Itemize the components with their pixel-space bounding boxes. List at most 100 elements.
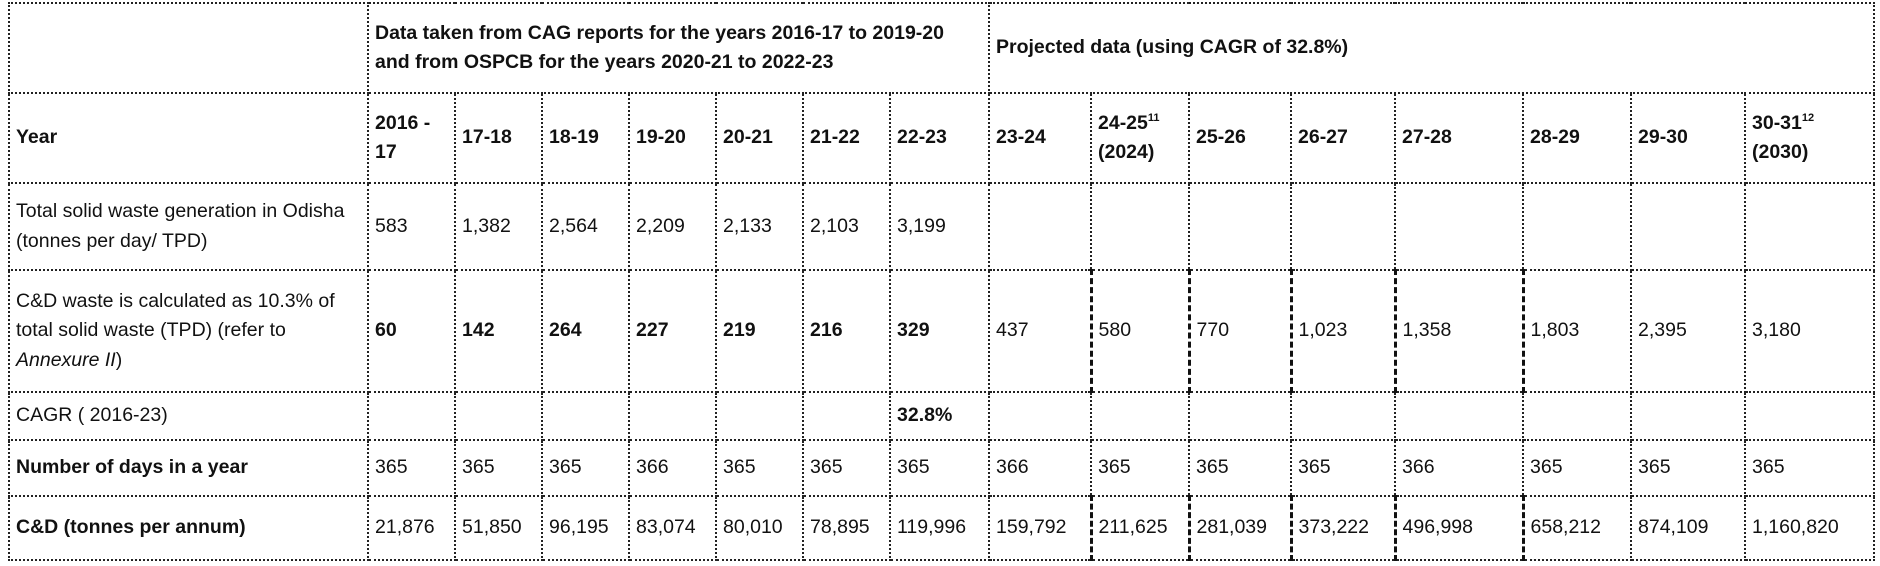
table-cell xyxy=(1188,391,1292,441)
group-header-row: Data taken from CAG reports for the year… xyxy=(8,2,1875,94)
table-cell: 1,023 xyxy=(1289,269,1396,393)
table-cell xyxy=(988,391,1092,441)
table-cell: 874,109 xyxy=(1630,495,1746,561)
table-cell: 365 xyxy=(541,439,630,497)
table-cell: 2,395 xyxy=(1630,269,1746,393)
cagr-row: CAGR ( 2016-23) 32.8% xyxy=(8,391,1875,441)
table-cell: 580 xyxy=(1089,269,1190,393)
table-cell xyxy=(1394,182,1524,271)
table-cell: 159,792 xyxy=(988,495,1092,561)
days-row: Number of days in a year 365 365 365 366… xyxy=(8,439,1875,497)
table-cell: 365 xyxy=(1090,439,1190,497)
table-cell xyxy=(1630,182,1746,271)
table-cell xyxy=(1394,391,1524,441)
table-cell: 1,803 xyxy=(1521,269,1632,393)
table-cell: 366 xyxy=(1394,439,1524,497)
year-cell: 23-24 xyxy=(988,92,1092,184)
year-cell: 26-27 xyxy=(1290,92,1396,184)
row-label: C&D waste is calculated as 10.3% of tota… xyxy=(8,269,369,393)
corner-cell xyxy=(8,2,369,94)
table-cell: 329 xyxy=(889,269,990,393)
year-cell: 28-29 xyxy=(1522,92,1632,184)
year-cell: 27-28 xyxy=(1394,92,1524,184)
table-cell xyxy=(454,391,543,441)
table-cell: 365 xyxy=(367,439,456,497)
table-cell xyxy=(1744,391,1875,441)
table-cell xyxy=(1290,391,1396,441)
table-cell: 2,103 xyxy=(802,182,891,271)
table-cell xyxy=(988,182,1092,271)
year-cell: 22-23 xyxy=(889,92,990,184)
year-cell: 21-22 xyxy=(802,92,891,184)
table-cell: 32.8% xyxy=(889,391,990,441)
table-cell: 264 xyxy=(541,269,630,393)
year-cell: 24-2511 (2024) xyxy=(1090,92,1190,184)
table-cell: 2,564 xyxy=(541,182,630,271)
cd-waste-tpd-row: C&D waste is calculated as 10.3% of tota… xyxy=(8,269,1875,393)
table-cell xyxy=(1522,391,1632,441)
table-cell: 1,160,820 xyxy=(1744,495,1875,561)
table-cell: 227 xyxy=(628,269,717,393)
table-cell: 365 xyxy=(889,439,990,497)
table-cell xyxy=(1630,391,1746,441)
table-cell xyxy=(541,391,630,441)
table-cell: 1,358 xyxy=(1393,269,1524,393)
table-cell: 78,895 xyxy=(802,495,891,561)
table-cell: 365 xyxy=(802,439,891,497)
table-cell: 2,133 xyxy=(715,182,804,271)
table-cell xyxy=(628,391,717,441)
row-label: CAGR ( 2016-23) xyxy=(8,391,369,441)
table-cell: 366 xyxy=(988,439,1092,497)
table-cell: 365 xyxy=(1188,439,1292,497)
table-cell: 211,625 xyxy=(1089,495,1190,561)
table-cell xyxy=(1522,182,1632,271)
table-cell xyxy=(1090,182,1190,271)
table-cell: 83,074 xyxy=(628,495,717,561)
table-cell: 96,195 xyxy=(541,495,630,561)
year-cell: 18-19 xyxy=(541,92,630,184)
table-cell xyxy=(1744,182,1875,271)
table-cell: 60 xyxy=(367,269,456,393)
footnote-ref: 11 xyxy=(1147,111,1160,124)
year-cell: 25-26 xyxy=(1188,92,1292,184)
table-cell: 365 xyxy=(1522,439,1632,497)
year-cell: 19-20 xyxy=(628,92,717,184)
year-label: 30-31 xyxy=(1752,111,1802,134)
year-note: (2024) xyxy=(1098,141,1155,163)
footnote-ref: 12 xyxy=(1801,111,1815,124)
table-cell: 496,998 xyxy=(1393,495,1524,561)
table-cell: 3,180 xyxy=(1744,269,1875,393)
table-cell xyxy=(1188,182,1292,271)
table-cell xyxy=(1090,391,1190,441)
year-note: (2030) xyxy=(1752,141,1809,163)
year-label: 24-25 xyxy=(1098,111,1148,134)
table-cell: 437 xyxy=(988,269,1092,393)
table-cell: 373,222 xyxy=(1289,495,1396,561)
table-cell xyxy=(1290,182,1396,271)
table-cell: 583 xyxy=(367,182,456,271)
table-cell: 3,199 xyxy=(889,182,990,271)
table-cell: 281,039 xyxy=(1187,495,1292,561)
table-cell: 119,996 xyxy=(889,495,990,561)
table-cell: 365 xyxy=(1630,439,1746,497)
annexure-ref: Annexure II xyxy=(16,348,116,371)
table-cell: 365 xyxy=(715,439,804,497)
year-cell: 20-21 xyxy=(715,92,804,184)
table-cell: 770 xyxy=(1187,269,1292,393)
cd-annual-row: C&D (tonnes per annum) 21,876 51,850 96,… xyxy=(8,495,1875,561)
projected-group-header: Projected data (using CAGR of 32.8%) xyxy=(988,2,1875,94)
year-row: Year 2016 - 17 17-18 18-19 19-20 20-21 2… xyxy=(8,92,1875,184)
table-cell: 366 xyxy=(628,439,717,497)
table-cell: 21,876 xyxy=(367,495,456,561)
cd-waste-table: Data taken from CAG reports for the year… xyxy=(8,2,1875,561)
table-cell: 51,850 xyxy=(454,495,543,561)
table-cell: 658,212 xyxy=(1521,495,1632,561)
row-label: C&D (tonnes per annum) xyxy=(8,495,369,561)
table-cell: 365 xyxy=(1744,439,1875,497)
table-cell: 1,382 xyxy=(454,182,543,271)
table-cell xyxy=(715,391,804,441)
total-waste-row: Total solid waste generation in Odisha (… xyxy=(8,182,1875,271)
table-cell: 142 xyxy=(454,269,543,393)
cag-group-header: Data taken from CAG reports for the year… xyxy=(367,2,990,94)
table-cell: 219 xyxy=(715,269,804,393)
